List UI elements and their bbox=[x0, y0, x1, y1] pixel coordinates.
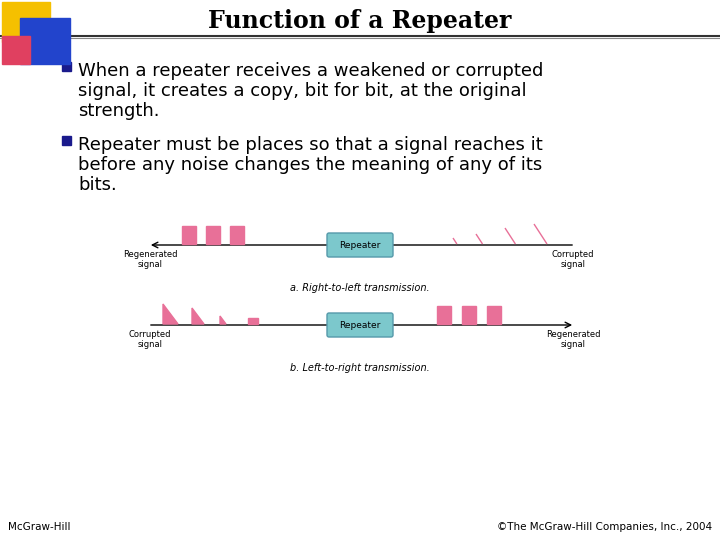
Text: strength.: strength. bbox=[78, 102, 160, 120]
Polygon shape bbox=[220, 316, 226, 324]
Text: McGraw-Hill: McGraw-Hill bbox=[8, 522, 71, 532]
Bar bbox=[62, 62, 71, 71]
Polygon shape bbox=[163, 304, 178, 324]
Bar bbox=[206, 226, 220, 244]
Text: Function of a Repeater: Function of a Repeater bbox=[208, 9, 512, 33]
Text: Repeater: Repeater bbox=[339, 240, 381, 249]
Bar bbox=[487, 306, 501, 324]
Bar bbox=[2, 36, 30, 64]
Bar bbox=[20, 18, 70, 64]
Text: Repeater: Repeater bbox=[339, 321, 381, 329]
Text: Corrupted
signal: Corrupted signal bbox=[552, 250, 594, 269]
Bar bbox=[2, 2, 50, 42]
Bar bbox=[437, 306, 451, 324]
Text: signal, it creates a copy, bit for bit, at the original: signal, it creates a copy, bit for bit, … bbox=[78, 82, 526, 100]
Polygon shape bbox=[192, 308, 204, 324]
Bar bbox=[462, 306, 476, 324]
FancyBboxPatch shape bbox=[327, 233, 393, 257]
Text: before any noise changes the meaning of any of its: before any noise changes the meaning of … bbox=[78, 156, 542, 174]
FancyBboxPatch shape bbox=[327, 313, 393, 337]
Bar bbox=[248, 318, 258, 324]
Bar bbox=[230, 226, 244, 244]
Text: Regenerated
signal: Regenerated signal bbox=[546, 330, 600, 349]
Text: bits.: bits. bbox=[78, 176, 117, 194]
Polygon shape bbox=[453, 238, 457, 244]
Bar bbox=[182, 226, 196, 244]
Text: a. Right-to-left transmission.: a. Right-to-left transmission. bbox=[290, 283, 430, 293]
Polygon shape bbox=[505, 228, 516, 244]
Polygon shape bbox=[476, 234, 482, 244]
Polygon shape bbox=[534, 224, 547, 244]
Text: ©The McGraw-Hill Companies, Inc., 2004: ©The McGraw-Hill Companies, Inc., 2004 bbox=[497, 522, 712, 532]
Text: Corrupted
signal: Corrupted signal bbox=[129, 330, 171, 349]
Text: Repeater must be places so that a signal reaches it: Repeater must be places so that a signal… bbox=[78, 136, 543, 154]
Bar bbox=[62, 136, 71, 145]
Text: When a repeater receives a weakened or corrupted: When a repeater receives a weakened or c… bbox=[78, 62, 544, 80]
Text: b. Left-to-right transmission.: b. Left-to-right transmission. bbox=[290, 363, 430, 373]
Text: Regenerated
signal: Regenerated signal bbox=[122, 250, 177, 269]
